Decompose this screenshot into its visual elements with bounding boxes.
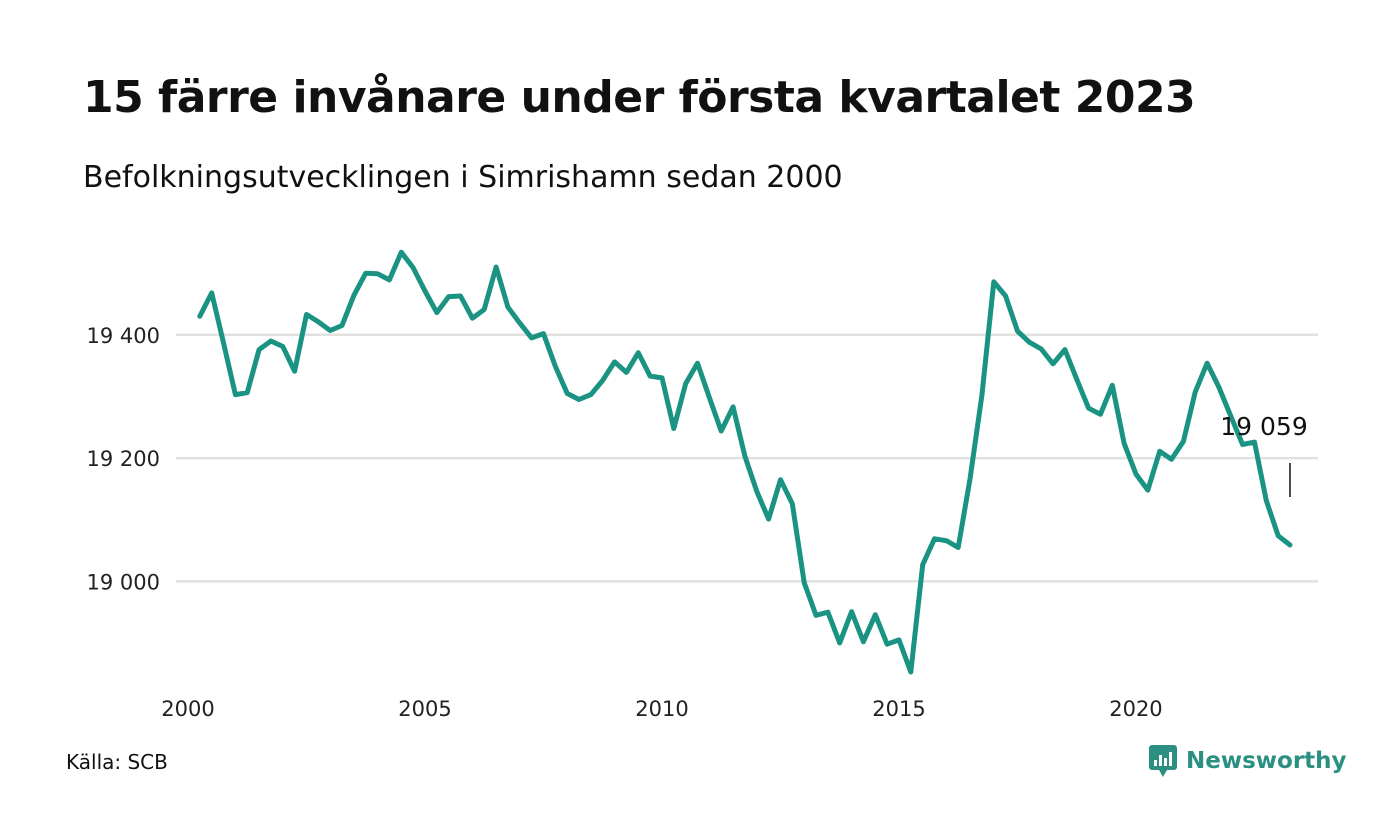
brand-logo[interactable]: Newsworthy [1148,744,1347,778]
chart-title: 15 färre invånare under första kvartalet… [83,72,1196,123]
end-value-label: 19 059 [1220,412,1307,441]
series-line [197,249,1293,675]
x-tick-label: 2010 [635,697,688,721]
x-tick-label: 2005 [398,697,451,721]
y-tick-label: 19 000 [87,570,160,594]
y-axis-tick-labels: 19 000 19 200 19 400 [87,324,160,595]
chart-subtitle: Befolkningsutvecklingen i Simrishamn sed… [83,160,843,195]
source-note: Källa: SCB [66,750,168,774]
x-tick-label: 2020 [1109,697,1162,721]
x-tick-label: 2000 [161,697,214,721]
y-tick-label: 19 400 [87,324,160,348]
newsworthy-logo-icon [1149,745,1177,777]
y-tick-label: 19 200 [87,447,160,471]
x-tick-label: 2015 [872,697,925,721]
x-axis-tick-labels: 2000 2005 2010 2015 2020 [161,697,1162,721]
brand-name: Newsworthy [1186,748,1347,774]
